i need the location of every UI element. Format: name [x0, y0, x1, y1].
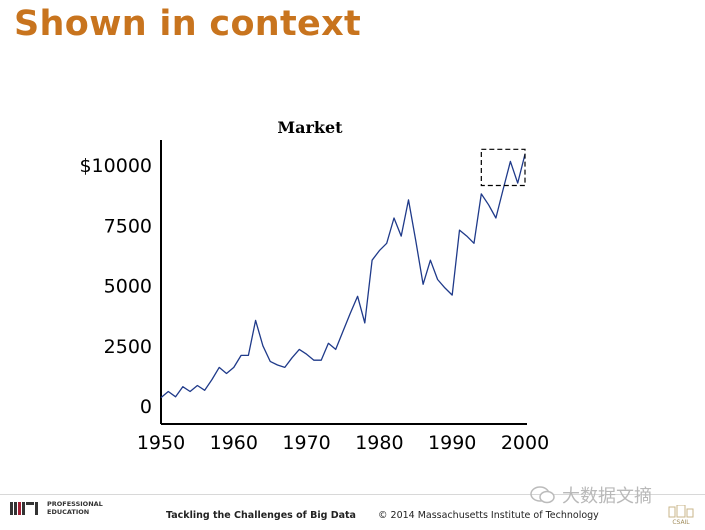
footer-copyright: © 2014 Massachusetts Institute of Techno… [378, 510, 599, 521]
mit-logo-mark [10, 501, 39, 515]
x-tick-label: 2000 [501, 432, 549, 454]
x-tick-label: 1960 [210, 432, 258, 454]
mit-pe-logo: PROFESSIONAL EDUCATION [10, 500, 103, 516]
y-tick-labels: 0 2500 5000 7500 $10000 [79, 155, 152, 418]
y-tick-label: $10000 [79, 155, 152, 177]
slide-title: Shown in context [14, 4, 361, 44]
x-tick-label: 1970 [282, 432, 330, 454]
y-tick-label: 2500 [104, 336, 152, 358]
chart-title: Market [277, 118, 343, 137]
footer-divider [0, 494, 705, 495]
x-tick-labels: 1950 1960 1970 1980 1990 2000 [137, 432, 549, 454]
market-series-line [160, 154, 526, 399]
y-tick-label: 5000 [104, 276, 152, 298]
watermark-text: 大数据文摘 [562, 486, 652, 507]
y-tick-label: 7500 [104, 215, 152, 237]
x-tick-label: 1950 [137, 432, 185, 454]
csail-logo-icon: CSAIL [668, 505, 694, 525]
x-tick-label: 1980 [355, 432, 403, 454]
x-tick-label: 1990 [428, 432, 476, 454]
wechat-icon [530, 486, 555, 504]
logo-text: PROFESSIONAL EDUCATION [47, 500, 103, 516]
watermark: 大数据文摘 [530, 482, 652, 508]
svg-text:CSAIL: CSAIL [672, 519, 690, 525]
y-tick-label: 0 [140, 396, 152, 418]
footer-course-title: Tackling the Challenges of Big Data [166, 510, 356, 521]
